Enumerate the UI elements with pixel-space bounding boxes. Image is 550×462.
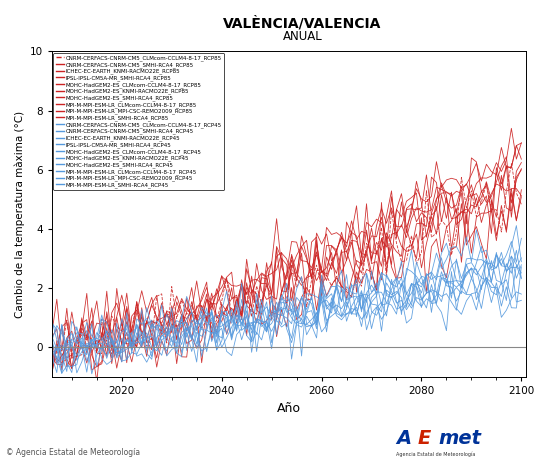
Text: © Agencia Estatal de Meteorología: © Agencia Estatal de Meteorología [6, 449, 140, 457]
Y-axis label: Cambio de la temperatura màxima (°C): Cambio de la temperatura màxima (°C) [15, 110, 25, 318]
Legend: CNRM-CERFACS-CNRM-CM5_CLMcom-CCLM4-8-17_RCP85, CNRM-CERFACS-CNRM-CM5_SMHI-RCA4_R: CNRM-CERFACS-CNRM-CM5_CLMcom-CCLM4-8-17_… [53, 53, 224, 190]
Text: VALÈNCIA/VALENCIA: VALÈNCIA/VALENCIA [223, 16, 382, 30]
Text: Agencia Estatal de Meteorología: Agencia Estatal de Meteorología [396, 452, 475, 457]
Text: ANUAL: ANUAL [283, 30, 322, 43]
Text: E: E [417, 429, 431, 449]
Text: met: met [439, 429, 482, 449]
Text: A: A [396, 429, 411, 449]
X-axis label: Año: Año [277, 401, 301, 415]
